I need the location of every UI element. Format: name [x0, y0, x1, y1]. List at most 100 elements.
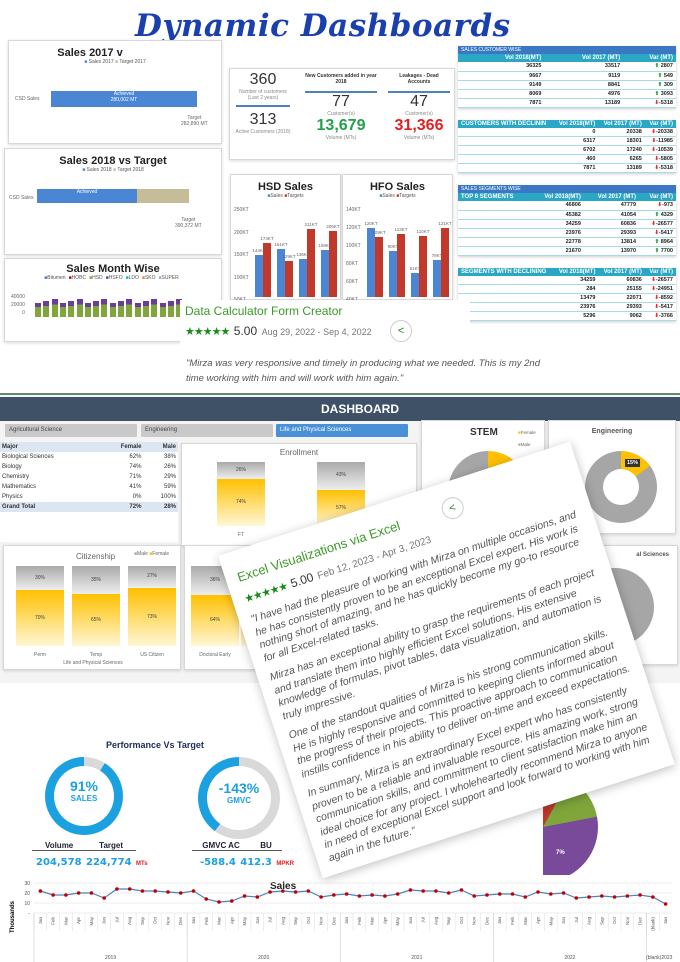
arrow-down-icon: ⬇: [657, 202, 662, 209]
sales-line-chart: Sales Thousands 30 20 10 - Jan Feb Mar Apr May Jun J…: [0, 875, 680, 962]
sales-bar: [367, 228, 375, 297]
vol-2018: 23976: [530, 228, 584, 238]
vol-2017: 18301: [598, 136, 645, 146]
variance: ⬆ 7700: [639, 246, 676, 256]
legend-entry: SKO: [144, 275, 156, 281]
year-label: 2022: [564, 955, 575, 961]
arrow-up-icon: ⬆: [654, 90, 661, 97]
data-point: [89, 891, 94, 895]
sales-value-label: 158KT: [318, 242, 332, 248]
column-header: Vol 2018(MT): [553, 267, 599, 276]
tab-life-physical-sciences[interactable]: Life and Physical Sciences: [276, 424, 408, 437]
row-name: [458, 246, 531, 256]
target-bar: [285, 261, 293, 297]
table-row: 46806 47779 ⬇-973: [458, 201, 676, 211]
row-name: [458, 89, 469, 99]
male-segment: 27%: [128, 566, 176, 588]
data-point: [268, 890, 272, 894]
data-point: [357, 894, 362, 898]
variance: ⬇-8592: [644, 293, 676, 303]
row-name: [458, 302, 554, 312]
arrow-down-icon: ⬇: [654, 156, 659, 162]
vol-2017: 20338: [598, 127, 645, 137]
leak-count-label: Customer(s): [405, 111, 433, 117]
variance-value: -26577: [655, 276, 673, 283]
leak-title: Leakages - Dead Accounts: [399, 73, 439, 85]
x-tick: Jul: [268, 917, 273, 923]
sales-bar: [433, 260, 441, 297]
x-tick: Apr: [536, 917, 541, 925]
x-tick: Oct: [306, 916, 311, 924]
legend: ■Female ■Male: [518, 430, 536, 447]
table-header: SEGMENTS WITH DECLINING Vol 2018(MT) Vol 2…: [458, 267, 676, 276]
x-tick: Mar: [523, 916, 528, 924]
table-row: 0 20338 ⬇-20338: [458, 127, 676, 137]
column-header: Female: [99, 442, 144, 452]
row-name: [458, 275, 554, 285]
row-name: [458, 136, 554, 146]
data-point: [115, 887, 119, 891]
vol-2017: 29393: [598, 302, 645, 312]
variance-value: 4329: [660, 211, 673, 218]
table-header: Vol 2018(MT) Vol 2017 (MT) Var (MT): [458, 54, 676, 62]
data-point: [408, 888, 413, 892]
vol-2017: 60836: [583, 219, 639, 229]
share-icon[interactable]: <: [390, 320, 413, 342]
x-tick: Jun: [561, 917, 566, 925]
y-tick: 100KT: [346, 243, 361, 249]
row-name: [458, 284, 554, 294]
x-tick: Aug: [433, 917, 438, 926]
pie-label: 18%: [516, 860, 529, 866]
female-segment: 74%: [217, 478, 265, 526]
sales-bar: [411, 273, 419, 297]
vol-2018: 0: [553, 127, 599, 137]
variance: ⬇-5805: [644, 154, 676, 164]
new-title: New Customers added in year 2018: [305, 73, 377, 85]
vol-2017: 6265: [598, 154, 645, 164]
chart-title: Sales Month Wise: [66, 263, 160, 275]
legend-entry: LDO: [128, 275, 139, 281]
target-bar: [263, 243, 271, 297]
vol-2018: 7871: [553, 163, 599, 173]
target-value-label: 129KT: [282, 254, 296, 260]
cell: 62%: [129, 454, 142, 460]
data-point: [625, 894, 630, 898]
review-score: 5.00: [233, 324, 258, 339]
stacked-bar: [142, 301, 149, 317]
x-axis-label: Life and Physical Sciences: [63, 660, 123, 666]
table-row: 8069 4976 ⬆ 3093: [458, 89, 676, 99]
legend-swatch-icon: ■: [158, 275, 162, 281]
engineering-chart: Engineering 15%: [548, 420, 676, 534]
active-count: 313: [249, 111, 277, 128]
variance: ⬆ 3093: [623, 89, 676, 99]
vol-2018: 9667: [468, 71, 545, 81]
chart-title: Citizenship: [76, 552, 116, 561]
vol-2017: 33517: [544, 62, 624, 72]
data-point: [663, 902, 668, 906]
review-title[interactable]: Data Calculator Form Creator: [185, 304, 343, 318]
legend-entry: SUPER: [161, 275, 179, 281]
variance-value: 8964: [660, 238, 673, 245]
x-tick: Jul: [421, 917, 426, 923]
sales-bar: [277, 248, 285, 297]
y-tick: 100KT: [234, 274, 249, 281]
row-name: [458, 163, 554, 173]
column-header: Vol 2017 (MT): [598, 119, 645, 128]
leak-volume-label: Volume (MTs): [403, 135, 435, 141]
data-point: [561, 891, 566, 895]
chart-title: STEM: [470, 427, 498, 438]
sales-value-label: 61KT: [409, 266, 421, 272]
sales-2018-chart: Sales 2018 vs Target ■ Sales 2018 ■ Targ…: [4, 148, 222, 255]
variance-value: -3766: [658, 313, 673, 319]
data-point: [153, 889, 158, 893]
sales-label: SALES: [70, 794, 98, 803]
stacked-bar: [159, 303, 166, 317]
gmvc-values: -588.4 412.3 MPKR: [200, 857, 294, 868]
table-row: 34259 60836 ⬇-26577: [458, 275, 676, 285]
variance-value: 3093: [660, 90, 673, 97]
data-point: [217, 900, 221, 904]
tab-agricultural-science[interactable]: Agricultural Science: [5, 424, 137, 437]
tab-engineering[interactable]: Engineering: [141, 424, 273, 437]
x-tick: Jul: [114, 917, 119, 923]
column-header: TOP 6 SEGMENTS: [458, 193, 531, 201]
